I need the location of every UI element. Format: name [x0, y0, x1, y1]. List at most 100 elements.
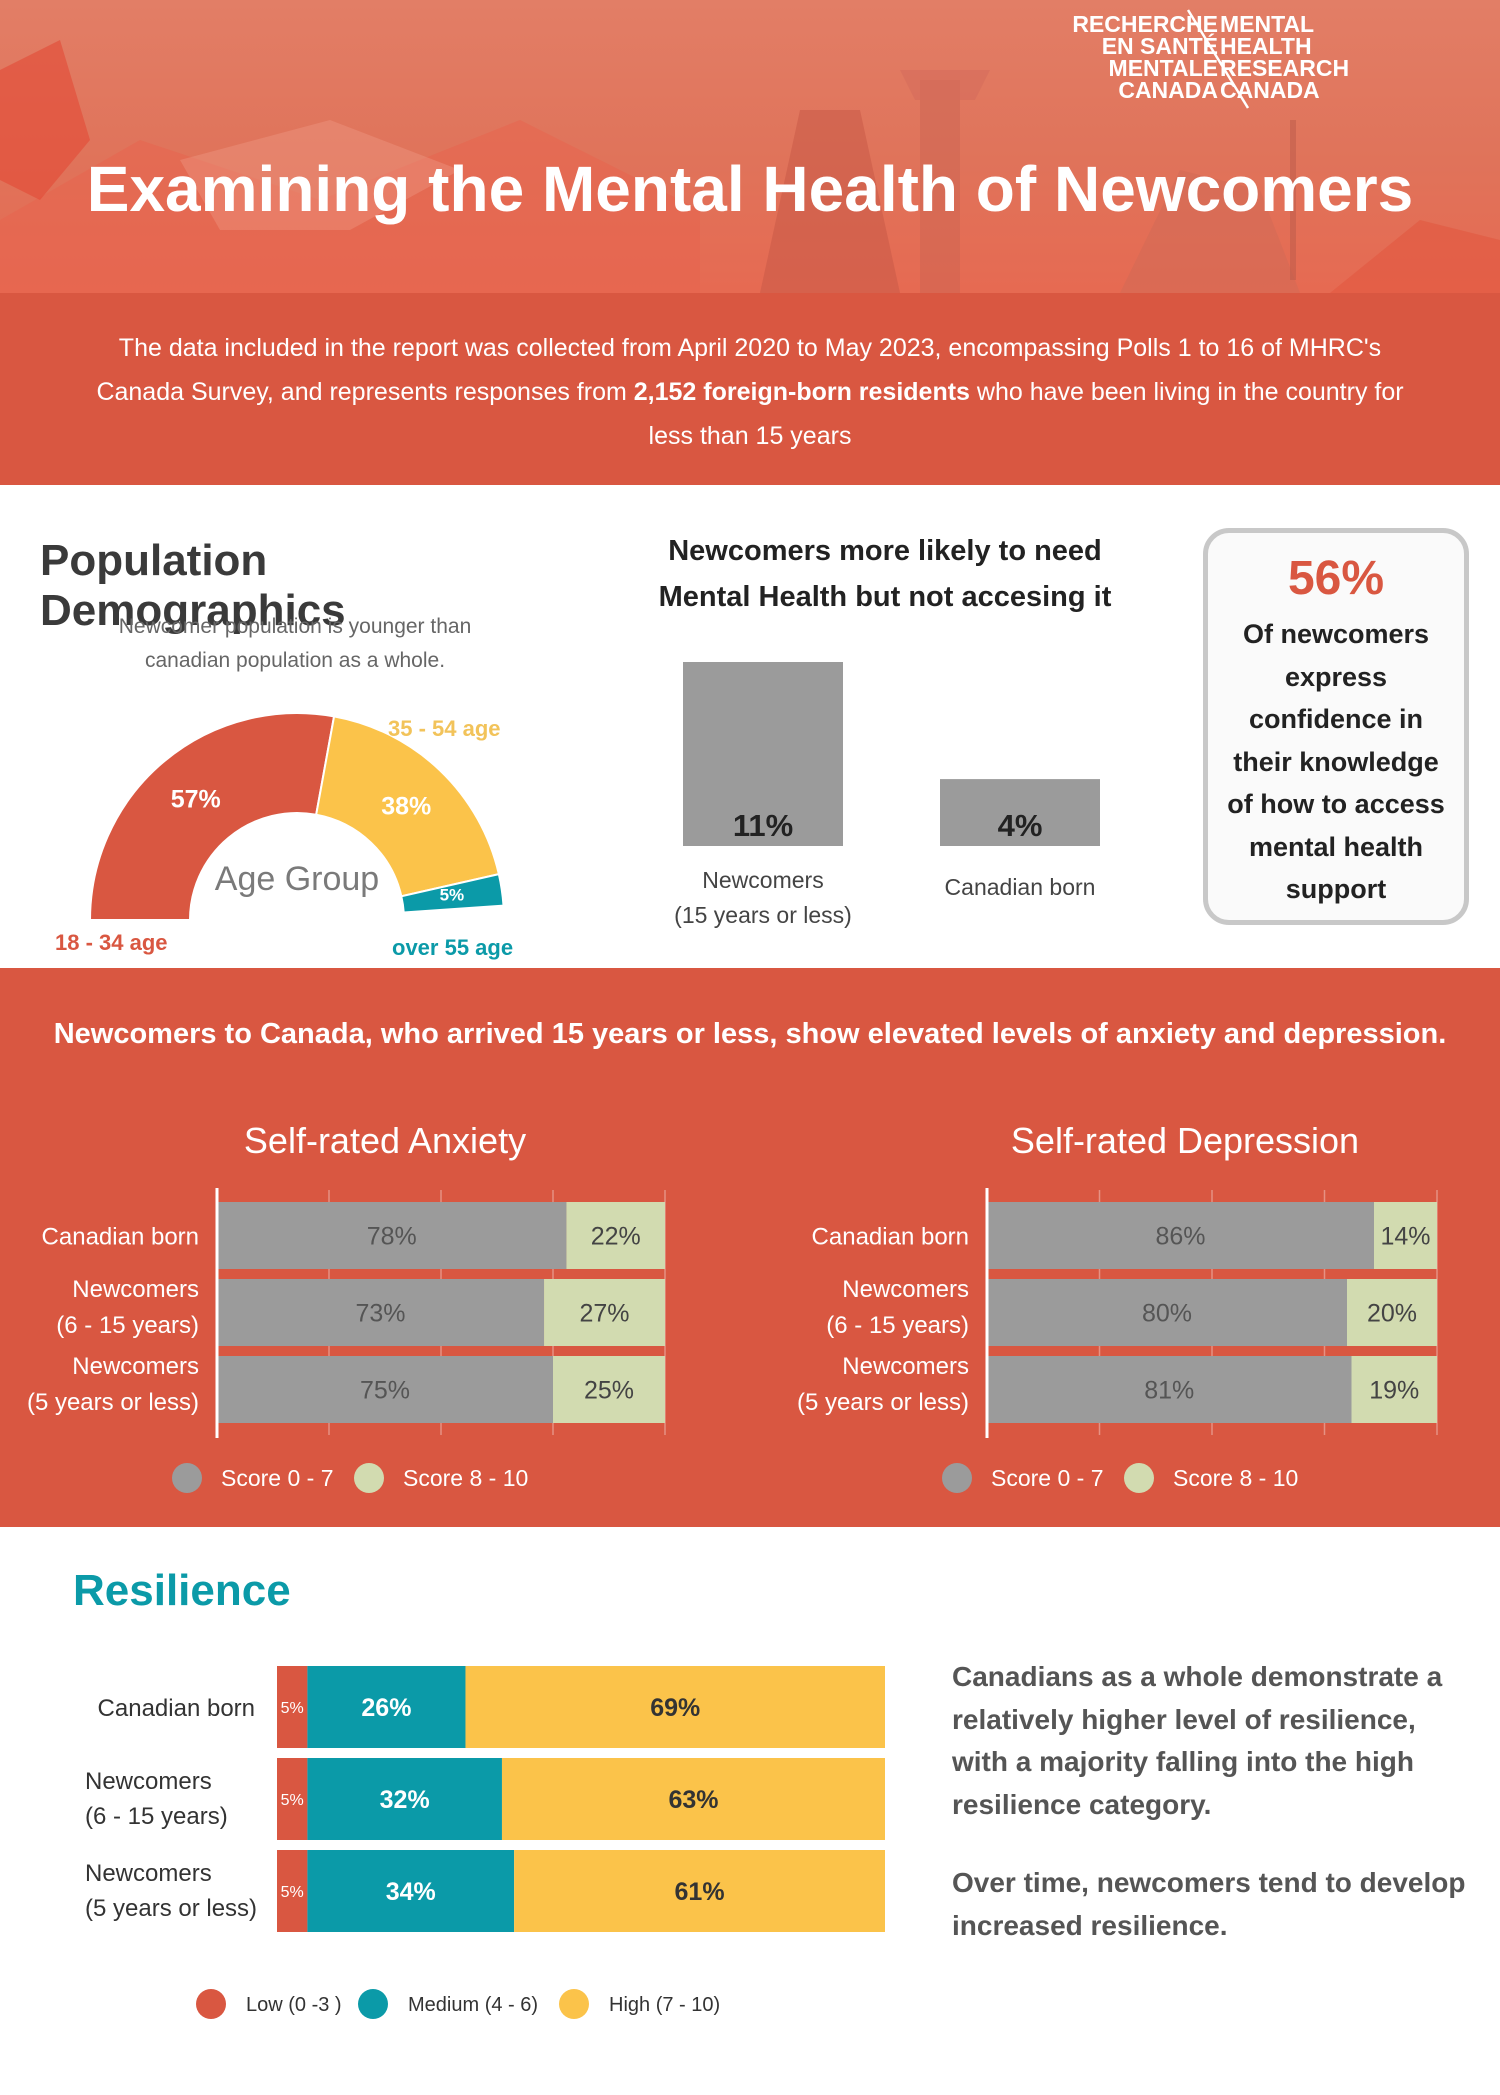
- bar-value-label: 86%: [1155, 1223, 1205, 1251]
- donut-category-label: over 55 age: [392, 935, 513, 960]
- bar-value-label: 5%: [281, 1792, 304, 1809]
- bar-value-label: 78%: [367, 1223, 417, 1251]
- bar-value-label: 5%: [281, 1884, 304, 1901]
- callout-line: mental health: [1248, 831, 1424, 862]
- intro-text: The data included in the report was coll…: [30, 326, 1470, 458]
- intro-highlight: 2,152 foreign-born residents: [633, 378, 970, 406]
- donut-slice: [400, 872, 505, 914]
- stacked-bar-segment: [514, 1850, 885, 1932]
- legend-swatch: [559, 1989, 589, 2019]
- callout-line: support: [1285, 874, 1387, 904]
- stacked-bar-segment: [217, 1356, 553, 1423]
- logo-french: RECHERCHE EN SANTÉ MENTALE CANADA: [1010, 11, 1218, 102]
- anxiety-depression-band: Newcomers to Canada, who arrived 15 year…: [0, 968, 1500, 1527]
- donut-slice: [315, 715, 501, 898]
- stacked-bar-segment: [566, 1202, 665, 1269]
- logo-english: MENTAL HEALTH RESEARCH CANADA: [1220, 11, 1420, 103]
- logo-fr-line: EN SANTÉ: [1101, 33, 1218, 59]
- category-label: Newcomers: [842, 1276, 969, 1303]
- category-label: Newcomers: [72, 1353, 199, 1380]
- stacked-bar-segment: [465, 1666, 885, 1748]
- bar-value-label: 14%: [1380, 1223, 1430, 1251]
- bar-value-label: 5%: [281, 1700, 304, 1717]
- needs-title-line: Newcomers more likely to need: [668, 535, 1102, 567]
- demographics-title: Population Demographics: [40, 536, 346, 635]
- stacked-bar-segment: [987, 1202, 1374, 1269]
- donut-value-label: 38%: [381, 793, 431, 821]
- category-label: (6 - 15 years): [56, 1312, 199, 1339]
- logo-divider-icon: [1186, 9, 1250, 109]
- intro-text-span: who have been living in the country for: [969, 378, 1404, 406]
- logo-en-line: RESEARCH: [1220, 55, 1350, 81]
- confidence-callout: 56% Of newcomers express confidence in t…: [1203, 528, 1469, 925]
- resilience-line: Over time, newcomers tend to develop: [952, 1867, 1466, 1898]
- needs-category-label: Newcomers: [702, 867, 823, 893]
- stacked-bar-segment: [307, 1666, 466, 1748]
- depression-title: Self-rated Depression: [1010, 1120, 1360, 1161]
- callout-line: their knowledge: [1233, 746, 1439, 777]
- anxiety-stacked-bar-chart: 78% 22% Canadian born 73% 27% Newcomers (6 - 1…: [27, 1188, 666, 1493]
- donut-value-label: 5%: [440, 885, 465, 904]
- category-label: (6 - 15 years): [85, 1803, 228, 1830]
- category-label: Newcomers: [842, 1353, 969, 1380]
- legend-label: Score 8 - 10: [1173, 1465, 1298, 1491]
- needs-category-label: (15 years or less): [674, 902, 852, 928]
- bar-value-label: 75%: [360, 1377, 410, 1405]
- legend-swatch: [172, 1463, 202, 1493]
- depression-stacked-bar-chart: 86% 14% Canadian born 80% 20% Newcomers (6 - 1…: [797, 1188, 1438, 1493]
- callout-line: Of newcomers: [1242, 619, 1430, 649]
- intro-line: Canada Survey, and represents responses …: [30, 370, 1470, 414]
- logo-fr-line: RECHERCHE: [1072, 11, 1218, 37]
- legend-swatch: [1124, 1463, 1154, 1493]
- bar-value-label: 63%: [668, 1786, 718, 1814]
- intro-band: The data included in the report was coll…: [0, 293, 1500, 485]
- legend-label: Medium (4 - 6): [408, 1994, 538, 2016]
- legend-swatch: [354, 1463, 384, 1493]
- callout-line: express: [1284, 661, 1388, 692]
- needs-value-label: 11%: [733, 808, 793, 843]
- needs-value-label: 4%: [998, 808, 1043, 843]
- bar-value-label: 26%: [361, 1694, 411, 1722]
- stacked-bar-segment: [1374, 1202, 1437, 1269]
- category-label: (5 years or less): [85, 1895, 257, 1922]
- needs-bar: [683, 662, 843, 846]
- stacked-bar-segment: [1347, 1279, 1437, 1346]
- category-label: (6 - 15 years): [826, 1312, 969, 1339]
- category-label: Newcomers: [85, 1860, 212, 1887]
- header-banner: RECHERCHE EN SANTÉ MENTALE CANADA MENTAL…: [0, 0, 1500, 293]
- resilience-line: Canadians as a whole demonstrate a: [952, 1661, 1443, 1692]
- callout-text: Of newcomers express confidence in their…: [1208, 613, 1464, 911]
- stacked-bar-segment: [553, 1356, 665, 1423]
- stacked-bar-segment: [987, 1356, 1352, 1423]
- category-label: Canadian born: [98, 1695, 255, 1722]
- category-label: Newcomers: [72, 1276, 199, 1303]
- bar-value-label: 69%: [650, 1694, 700, 1722]
- bar-value-label: 32%: [380, 1786, 430, 1814]
- bar-value-label: 61%: [675, 1878, 725, 1906]
- legend-swatch: [196, 1989, 226, 2019]
- bar-value-label: 27%: [579, 1300, 629, 1328]
- logo-en-line: MENTAL: [1220, 11, 1315, 37]
- legend-label: Score 8 - 10: [403, 1465, 528, 1491]
- donut-category-label: 35 - 54 age: [388, 716, 501, 741]
- logo-en-line: HEALTH: [1220, 33, 1312, 59]
- category-label: Newcomers: [85, 1768, 212, 1795]
- logo-fr-line: MENTALE: [1108, 55, 1218, 81]
- resilience-line: resilience category.: [952, 1788, 1212, 1820]
- legend-swatch: [358, 1989, 388, 2019]
- stacked-bar-segment: [307, 1758, 502, 1840]
- stacked-bar-segment: [501, 1758, 885, 1840]
- category-label: (5 years or less): [797, 1389, 969, 1416]
- legend-label: Score 0 - 7: [221, 1465, 334, 1491]
- stacked-bar-segment: [277, 1758, 308, 1840]
- donut-value-label: 57%: [171, 785, 221, 813]
- resilience-line: relatively higher level of resilience,: [952, 1703, 1416, 1735]
- age-group-donut-chart: 57% 38% 5% Age Group 18 - 34 age 35 - 54 age o…: [55, 712, 513, 960]
- subtitle-line: Newcomer population is younger than: [118, 615, 472, 638]
- stacked-bar-segment: [307, 1850, 515, 1932]
- page-title: Examining the Mental Health of Newcomers: [86, 153, 1414, 225]
- resilience-line: with a majority falling into the high: [952, 1746, 1414, 1777]
- logo-en-line: CANADA: [1220, 77, 1320, 103]
- needs-title-line: Mental Health but not accesing it: [658, 581, 1112, 613]
- legend-label: Low (0 -3 ): [246, 1994, 342, 2016]
